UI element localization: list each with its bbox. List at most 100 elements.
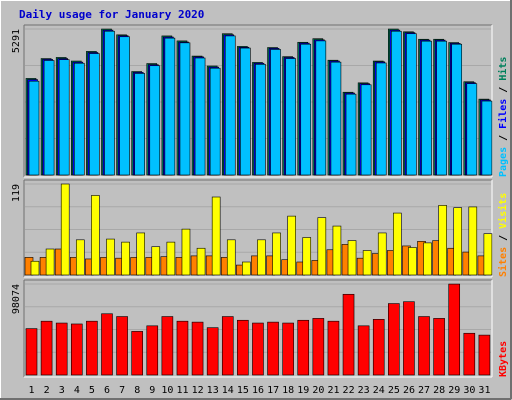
bar-pages <box>451 43 463 176</box>
bar-visits <box>226 239 236 276</box>
bar-visits <box>438 205 447 276</box>
bar-kbytes <box>342 293 355 376</box>
bar-visits <box>166 241 176 276</box>
bar-kbytes <box>267 321 279 376</box>
bar-visits <box>75 239 85 276</box>
bars-visitors <box>24 183 493 276</box>
x-axis: 1 2 3 4 5 6 7 8 9 10 11 12 13 14 15 16 17 18 19 20 21 22 23 24 2… <box>29 385 491 396</box>
x-tick-label: 3 <box>59 385 65 396</box>
x-tick-label: 27 <box>418 385 430 396</box>
bar-kbytes <box>70 323 83 376</box>
x-tick-label: 10 <box>161 385 173 396</box>
bar-pages <box>209 67 221 176</box>
bar-visits <box>393 212 402 276</box>
x-tick-label: 5 <box>89 385 95 396</box>
bar-visits <box>60 183 70 276</box>
bar-pages <box>194 57 206 176</box>
bar-visits <box>362 250 372 276</box>
x-tick-label: 29 <box>448 385 460 396</box>
bar-kbytes <box>403 301 415 376</box>
bar-visits <box>257 239 266 276</box>
bar-visits <box>91 195 100 276</box>
legend-item: Hits <box>497 57 509 81</box>
bar-visits <box>242 261 251 276</box>
bar-kbytes <box>252 322 264 376</box>
x-tick-label: 28 <box>433 385 445 396</box>
x-tick-label: 4 <box>74 385 80 396</box>
bar-kbytes <box>433 318 445 376</box>
bar-visits <box>106 238 115 276</box>
legend-item: / <box>498 229 509 247</box>
bar-kbytes <box>40 320 53 376</box>
bar-pages <box>164 37 176 176</box>
bar-pages <box>345 93 357 176</box>
bar-kbytes <box>86 320 98 376</box>
legend-item: KBytes <box>498 341 509 377</box>
legend-item: Sites <box>497 247 509 277</box>
bar-kbytes <box>463 332 476 376</box>
bar-pages <box>406 33 417 176</box>
bar-kbytes <box>176 320 189 376</box>
bar-kbytes <box>206 327 219 376</box>
chart-title: Daily usage for January 2020 <box>19 8 204 21</box>
x-tick-label: 15 <box>237 385 249 396</box>
bar-visits <box>453 207 463 276</box>
bar-visits <box>45 248 55 276</box>
chart-panels: 5291 Pages / Files / Hits 119 Sites / Visit… <box>11 24 509 378</box>
bar-visits <box>483 233 493 276</box>
x-tick-label: 9 <box>149 385 155 396</box>
bar-pages <box>104 30 115 176</box>
bars-kbytes <box>25 283 491 376</box>
bar-visits <box>151 246 161 276</box>
bar-pages <box>315 40 327 176</box>
bar-kbytes <box>327 320 340 376</box>
panel-kbytes: 98074 KBytes <box>11 279 509 378</box>
bar-kbytes <box>116 316 128 376</box>
bar-kbytes <box>448 283 461 376</box>
bar-pages <box>481 100 493 176</box>
x-tick-label: 20 <box>312 385 324 396</box>
bar-pages <box>179 42 191 176</box>
bar-pages <box>300 43 312 176</box>
x-tick-label: 11 <box>176 385 188 396</box>
bars-requests <box>25 28 493 176</box>
bar-visits <box>377 232 387 276</box>
bar-visits <box>211 196 221 276</box>
panel-visitors: 119 Sites / Visits <box>11 179 509 278</box>
bar-visits <box>181 228 191 276</box>
bar-pages <box>73 62 85 176</box>
bar-visits <box>423 242 432 276</box>
x-tick-label: 18 <box>282 385 294 396</box>
bar-pages <box>134 73 145 176</box>
x-tick-label: 25 <box>388 385 400 396</box>
series-legend: KBytes <box>498 341 509 377</box>
x-tick-label: 13 <box>207 385 219 396</box>
bar-pages <box>119 36 130 176</box>
x-tick-label: 23 <box>358 385 370 396</box>
bar-pages <box>224 35 236 176</box>
bar-pages <box>89 53 100 176</box>
legend-item: Files <box>497 99 509 129</box>
bar-pages <box>270 49 281 176</box>
bar-pages <box>466 83 478 176</box>
legend-item: Pages <box>498 147 509 177</box>
bar-kbytes <box>221 316 234 376</box>
x-tick-label: 17 <box>267 385 279 396</box>
bar-pages <box>330 61 342 176</box>
bar-pages <box>375 62 387 176</box>
panel-requests: 5291 Pages / Files / Hits <box>11 24 509 178</box>
bar-kbytes <box>101 313 113 376</box>
x-tick-label: 19 <box>297 385 309 396</box>
bar-kbytes <box>357 325 370 376</box>
bar-visits <box>287 215 296 276</box>
bar-kbytes <box>372 319 385 376</box>
bar-kbytes <box>297 319 310 376</box>
bar-kbytes <box>161 316 174 376</box>
x-tick-label: 31 <box>478 385 490 396</box>
x-tick-label: 12 <box>192 385 204 396</box>
series-legend: Sites / Visits <box>497 193 509 277</box>
bar-visits <box>196 247 206 276</box>
x-tick-label: 1 <box>29 385 35 396</box>
